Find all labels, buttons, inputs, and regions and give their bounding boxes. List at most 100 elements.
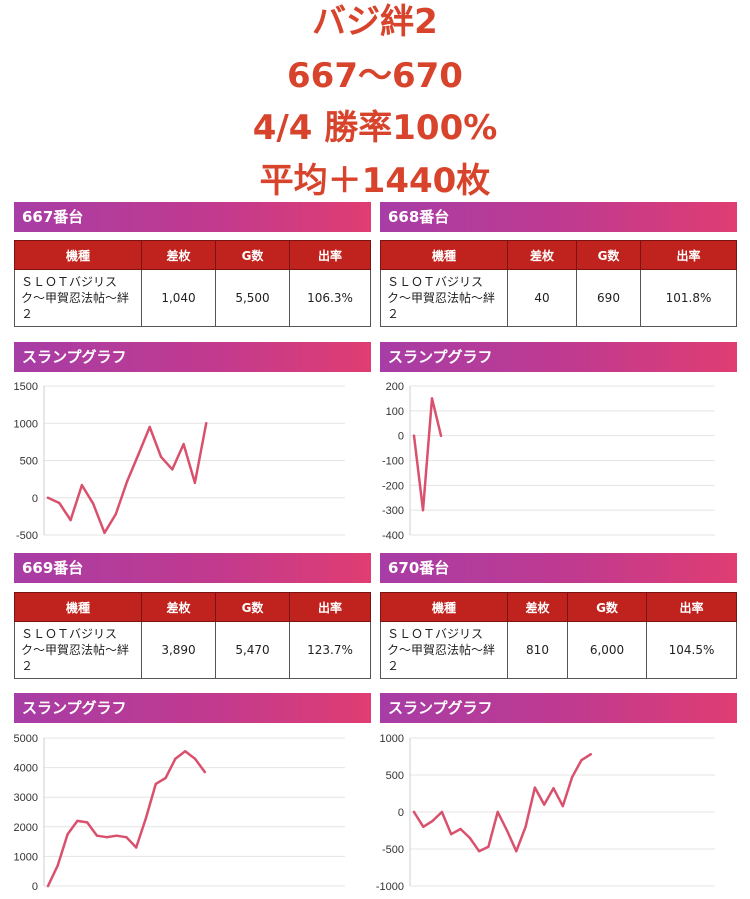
graph-669-header: スランプグラフ <box>14 693 371 723</box>
cell-rate: 123.7% <box>289 621 371 679</box>
cell-model: ＳＬＯＴバジリスク〜甲賀忍法帖〜絆２ <box>380 621 508 679</box>
y-tick-label: 1000 <box>14 418 38 430</box>
data-point <box>184 750 187 753</box>
cell-model: ＳＬＯＴバジリスク〜甲賀忍法帖〜絆２ <box>14 621 142 679</box>
data-point <box>412 434 416 437</box>
col-model: 機種 <box>14 592 142 622</box>
col-model: 機種 <box>380 592 508 622</box>
data-point <box>205 422 208 425</box>
cell-model: ＳＬＯＴバジリスク〜甲賀忍法帖〜絆２ <box>14 269 142 327</box>
table-row: ＳＬＯＴバジリスク〜甲賀忍法帖〜絆２ 3,890 5,470 123.7% <box>14 621 371 679</box>
data-point <box>171 468 174 471</box>
cell-games: 6,000 <box>567 621 647 679</box>
y-tick-label: 5000 <box>14 733 38 745</box>
col-games: G数 <box>567 592 647 622</box>
data-point <box>86 821 89 824</box>
headline-title: バジ絆2 <box>312 2 438 42</box>
graph-667-header: スランプグラフ <box>14 342 371 372</box>
graph-668-header: スランプグラフ <box>380 342 737 372</box>
slump-series-line <box>412 397 443 512</box>
slump-series-line <box>412 753 592 853</box>
cell-rate: 106.3% <box>289 269 371 327</box>
y-tick-label: -500 <box>382 844 404 856</box>
cell-diff: 810 <box>507 621 568 679</box>
data-point <box>114 512 118 516</box>
col-games: G数 <box>215 592 290 622</box>
data-point <box>468 836 471 840</box>
cell-diff: 40 <box>507 269 577 327</box>
data-point <box>135 846 138 849</box>
data-point <box>115 834 118 837</box>
machine-668-header: 668番台 <box>380 202 737 232</box>
y-tick-label: 0 <box>398 431 404 443</box>
col-diff: 差枚 <box>507 240 577 270</box>
data-point <box>105 836 109 839</box>
data-point <box>487 845 490 848</box>
data-point <box>66 833 69 836</box>
data-point <box>477 850 481 853</box>
y-tick-label: 100 <box>386 406 404 418</box>
data-point <box>80 483 84 487</box>
slump-series-line <box>46 750 207 888</box>
data-point <box>154 782 157 786</box>
y-tick-label: -1000 <box>376 881 404 893</box>
cell-diff: 3,890 <box>141 621 216 679</box>
y-tick-label: 3000 <box>14 792 38 804</box>
chart-670: 1000 500 0 -500 -1000 <box>376 733 715 893</box>
machine-670-table: 機種 差枚 G数 出率 ＳＬＯＴバジリスク〜甲賀忍法帖〜絆２ 810 6,000… <box>380 592 737 679</box>
data-point <box>561 804 564 808</box>
data-point <box>125 836 128 839</box>
data-point <box>137 453 140 456</box>
y-tick-label: 200 <box>386 381 404 393</box>
y-tick-label: 1000 <box>380 733 404 745</box>
y-tick-label: 4000 <box>14 763 38 775</box>
y-tick-label: 2000 <box>14 822 38 834</box>
cell-games: 5,470 <box>215 621 290 679</box>
col-rate: 出率 <box>646 592 737 622</box>
machine-668-table: 機種 差枚 G数 出率 ＳＬＯＴバジリスク〜甲賀忍法帖〜絆２ 40 690 10… <box>380 240 737 327</box>
machine-669-header: 669番台 <box>14 553 371 583</box>
cell-model: ＳＬＯＴバジリスク〜甲賀忍法帖〜絆２ <box>380 269 508 327</box>
data-point <box>159 455 163 458</box>
data-point <box>125 480 129 483</box>
data-point <box>95 834 99 837</box>
y-tick-label: -100 <box>382 456 404 468</box>
y-tick-label: -500 <box>16 530 38 542</box>
headline-average: 平均＋1440枚 <box>259 161 491 201</box>
data-point <box>515 850 518 853</box>
data-point <box>69 518 72 522</box>
machine-667-header: 667番台 <box>14 202 371 232</box>
col-diff: 差枚 <box>507 592 568 622</box>
y-tick-label: 0 <box>32 881 38 893</box>
y-tick-label: -200 <box>382 480 404 492</box>
col-model: 機種 <box>380 240 508 270</box>
chart-668: 200 100 0 -100 -200 -300 -400 <box>382 381 715 542</box>
table-row: ＳＬＯＴバジリスク〜甲賀忍法帖〜絆２ 810 6,000 104.5% <box>380 621 737 679</box>
data-point <box>524 825 527 828</box>
data-point <box>422 825 425 828</box>
data-point <box>552 787 555 790</box>
data-point <box>505 829 509 832</box>
data-point <box>440 810 444 814</box>
data-point <box>144 816 148 820</box>
chart-669: 5000 4000 3000 2000 1000 0 <box>14 733 345 893</box>
chart-667: 1500 1000 500 0 -500 <box>14 381 345 542</box>
cell-games: 690 <box>576 269 641 327</box>
y-tick-label: 1500 <box>14 381 38 393</box>
data-point <box>148 425 151 429</box>
cell-diff: 1,040 <box>141 269 216 327</box>
data-point <box>430 397 434 400</box>
graph-670-header: スランプグラフ <box>380 693 737 723</box>
data-point <box>164 776 167 780</box>
y-tick-label: 0 <box>398 807 404 819</box>
table-row: ＳＬＯＴバジリスク〜甲賀忍法帖〜絆２ 1,040 5,500 106.3% <box>14 269 371 327</box>
y-tick-label: -400 <box>382 530 404 542</box>
col-games: G数 <box>215 240 290 270</box>
data-point <box>570 776 574 779</box>
col-diff: 差枚 <box>141 592 216 622</box>
data-point <box>174 757 177 760</box>
headline-range: 667〜670 <box>287 56 463 96</box>
data-point <box>103 531 106 534</box>
slump-series-line <box>46 422 208 535</box>
data-point <box>543 803 546 806</box>
